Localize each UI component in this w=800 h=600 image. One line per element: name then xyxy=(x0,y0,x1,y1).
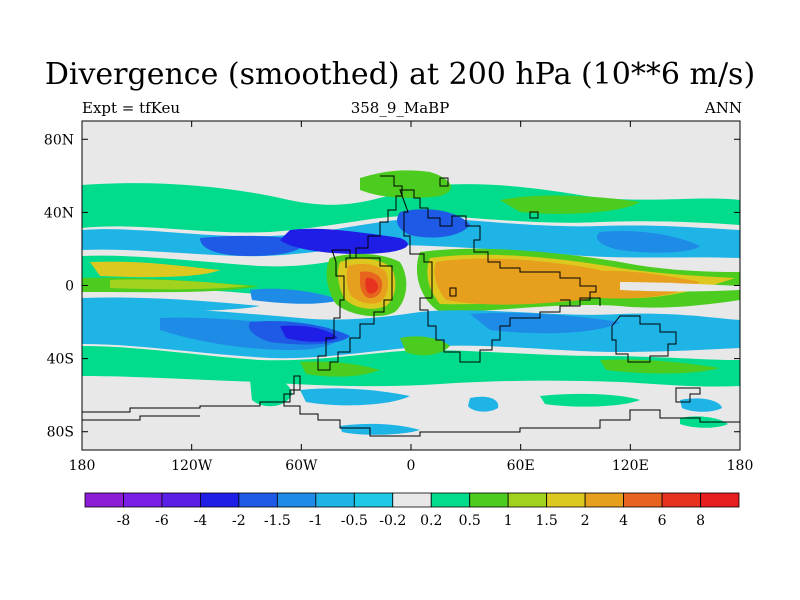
colorbar-label: 1.5 xyxy=(536,513,558,529)
colorbar-label: 6 xyxy=(658,513,667,529)
contour-trop-pos-light xyxy=(110,279,250,290)
colorbar-label: -0.2 xyxy=(379,513,406,529)
coastline-antarctica xyxy=(82,375,740,437)
contour-hls-green-5 xyxy=(540,393,640,407)
colorbar-swatch xyxy=(623,492,663,508)
coastline-greenland xyxy=(439,177,449,187)
colorbar: -8 -6 -4 -2 -1.5 -1 -0.5 -0.2 0.2 0.5 1 1.5 2 4 6 8 xyxy=(84,492,740,529)
colorbar-swatch xyxy=(123,492,163,508)
colorbar-label: 1 xyxy=(504,513,513,529)
coastline-newzealand xyxy=(675,387,701,403)
y-tick-label: 0 xyxy=(65,279,74,295)
colorbar-swatch xyxy=(161,492,201,508)
colorbar-swatch xyxy=(276,492,317,508)
colorbar-swatch xyxy=(200,492,240,508)
x-tick-label: 60E xyxy=(507,458,535,474)
x-tick-label: 0 xyxy=(407,458,416,474)
contour-sh-pos-lime3 xyxy=(600,359,720,374)
x-tick-label: 60W xyxy=(285,458,318,474)
contour-trop-pos-yellow xyxy=(90,261,220,278)
x-tick-label: 180 xyxy=(69,458,96,474)
colorbar-swatch xyxy=(84,492,124,508)
coastline-north-america xyxy=(345,175,403,268)
colorbar-swatch xyxy=(584,492,624,508)
y-tick-label: 40N xyxy=(44,205,74,221)
contour-sh-neg-ind xyxy=(470,312,620,334)
contour-nh-blue-pac xyxy=(596,230,700,253)
coastline-island-2 xyxy=(529,211,539,219)
coastline-antarctica-2 xyxy=(82,415,200,421)
contour-hls-blue-1 xyxy=(300,388,410,406)
coastline-australia xyxy=(611,315,677,363)
contour-nh-belt-pos xyxy=(82,183,740,233)
colorbar-label: -6 xyxy=(155,513,169,529)
contour-nh-green-top xyxy=(360,170,451,198)
season-label: ANN xyxy=(704,99,742,117)
colorbar-swatch xyxy=(392,492,432,508)
colorbar-label: -2 xyxy=(232,513,246,529)
y-tick-label: 40S xyxy=(47,352,74,368)
axis-ticks: 180 120W 60W 0 60E 120E 180 80N 40N 0 40S 80S xyxy=(44,121,753,474)
contour-nh-green-pac xyxy=(500,195,640,214)
coastlines xyxy=(82,175,740,437)
contour-afr-orange xyxy=(434,258,611,305)
colorbar-swatch xyxy=(661,492,701,508)
run-label: 358_9_MaBP xyxy=(350,99,450,117)
colorbar-swatch xyxy=(353,492,394,508)
x-tick-label: 120W xyxy=(171,458,213,474)
colorbar-label: 8 xyxy=(696,513,705,529)
colorbar-swatch xyxy=(546,492,586,508)
colorbar-label: 2 xyxy=(581,513,590,529)
colorbar-label: -0.5 xyxy=(341,513,368,529)
contour-sh-pos-lime xyxy=(400,336,450,356)
contour-trop-neg-pac2 xyxy=(250,288,340,304)
contour-atl-hot xyxy=(365,277,378,294)
coastline-island-1 xyxy=(449,287,457,297)
contour-sh-pos-lime2 xyxy=(300,361,380,377)
contour-hls-green-left xyxy=(250,377,292,407)
x-tick-label: 120E xyxy=(612,458,649,474)
contour-nh-strong-neg xyxy=(200,235,303,256)
coastline-south-america xyxy=(317,249,393,371)
colorbar-label: -1.5 xyxy=(264,513,291,529)
colorbar-swatch xyxy=(507,492,548,508)
contour-field xyxy=(82,170,740,435)
contour-sh-neg-core xyxy=(280,325,338,342)
colorbar-label: 0.5 xyxy=(459,513,481,529)
contour-ind-white xyxy=(620,282,740,292)
y-tick-label: 80N xyxy=(44,132,74,148)
x-tick-label: 180 xyxy=(727,458,754,474)
colorbar-swatch xyxy=(430,492,471,508)
colorbar-label: -4 xyxy=(194,513,208,529)
colorbar-label: 0.2 xyxy=(420,513,442,529)
contour-hls-blue-3 xyxy=(340,423,420,435)
coastline-asia-islands xyxy=(560,297,601,307)
colorbar-swatch xyxy=(700,492,740,508)
y-tick-label: 80S xyxy=(47,425,74,441)
colorbar-label: 4 xyxy=(619,513,628,529)
contour-nh-strong-neg3 xyxy=(280,228,408,254)
experiment-label: Expt = tfKeu xyxy=(82,99,181,117)
colorbar-swatch xyxy=(469,492,509,508)
colorbar-label: -1 xyxy=(309,513,323,529)
contour-sh-pos xyxy=(82,346,740,387)
page-title: Divergence (smoothed) at 200 hPa (10**6 … xyxy=(44,57,756,92)
contour-hls-blue-2 xyxy=(468,396,499,412)
colorbar-swatch xyxy=(238,492,278,508)
colorbar-label: -8 xyxy=(117,513,131,529)
colorbar-swatch xyxy=(315,492,355,508)
